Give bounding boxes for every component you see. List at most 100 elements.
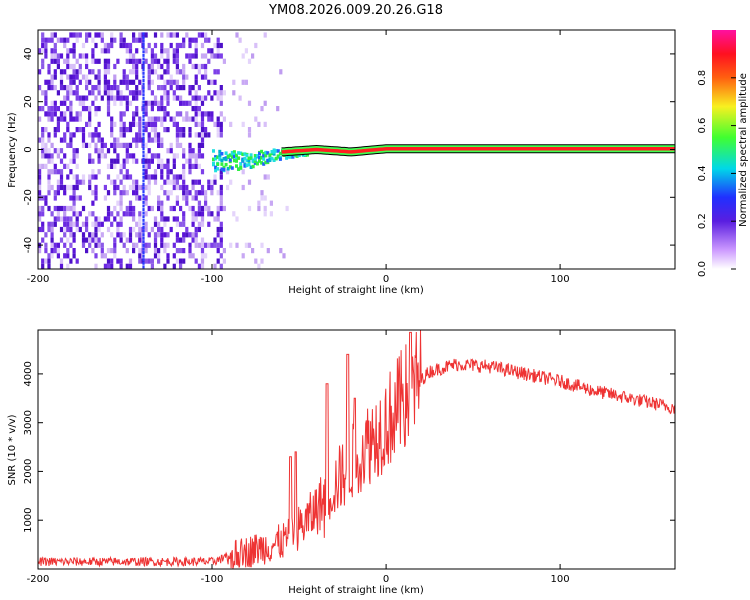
spectrogram-ridge-cell bbox=[278, 157, 282, 161]
spectrogram-cell bbox=[103, 58, 107, 64]
spectrogram-cell bbox=[166, 148, 170, 154]
spectrogram-cell bbox=[173, 269, 176, 274]
spectrogram-cell bbox=[232, 90, 236, 96]
spectrogram-cell bbox=[50, 100, 54, 106]
spectrogram-cell bbox=[163, 116, 167, 122]
spectrogram-cell bbox=[188, 90, 192, 96]
spectrogram-cell bbox=[113, 179, 117, 185]
spectrogram-cell bbox=[125, 190, 129, 196]
spectrogram-cell bbox=[66, 226, 70, 233]
spectrogram-cell bbox=[85, 121, 89, 127]
spectrogram-cell bbox=[69, 100, 73, 106]
spectrogram-cell bbox=[216, 248, 220, 254]
spectrogram-ridge-cell bbox=[249, 156, 253, 160]
spectrogram-cell bbox=[94, 106, 98, 112]
spectrogram-cell bbox=[75, 258, 79, 264]
spectrogram-cell bbox=[166, 253, 170, 259]
spectrogram-cell bbox=[160, 42, 164, 49]
spectrogram-cell bbox=[142, 200, 145, 204]
spectrogram-cell bbox=[153, 248, 158, 254]
spectrogram-cell bbox=[85, 85, 89, 91]
spectrogram-cell bbox=[94, 142, 98, 148]
spectrogram-cell bbox=[244, 79, 248, 85]
spectrogram-cell bbox=[106, 42, 111, 49]
spectrogram-cell bbox=[160, 237, 164, 243]
spectrogram-cell bbox=[122, 74, 126, 80]
spectrogram-cell bbox=[197, 32, 201, 38]
spectrogram-cell bbox=[100, 32, 104, 38]
spectrogram-cell bbox=[144, 127, 148, 133]
spectrogram-cell bbox=[132, 121, 136, 127]
spectrogram-cell bbox=[163, 48, 167, 54]
spectrogram-cell bbox=[194, 111, 198, 117]
spectrogram-cell bbox=[160, 95, 164, 101]
spectrogram-cell bbox=[91, 37, 95, 43]
spectrogram-cell bbox=[66, 53, 70, 59]
spectrogram-cell bbox=[138, 58, 142, 64]
spectrogram-cell bbox=[72, 48, 76, 54]
spectrogram-cell bbox=[50, 153, 54, 159]
spectrogram-cell bbox=[147, 132, 151, 138]
spectrogram-cell bbox=[56, 242, 60, 248]
spectrogram-cell bbox=[197, 95, 201, 101]
spectrogram-cell bbox=[53, 132, 57, 138]
spectrogram-cell bbox=[41, 127, 45, 133]
spectrogram-cell bbox=[150, 263, 154, 269]
spectrogram-cell bbox=[38, 137, 42, 143]
spectrogram-cell bbox=[75, 85, 79, 91]
spectrogram-cell bbox=[244, 48, 248, 54]
spectrogram-cell bbox=[47, 205, 51, 212]
spectrogram-cell bbox=[85, 142, 89, 148]
spectrogram-cell bbox=[100, 148, 104, 154]
spectrogram-cell bbox=[85, 79, 89, 85]
spectrogram-cell bbox=[53, 58, 57, 64]
spectrogram-cell bbox=[182, 37, 186, 43]
spectrogram-cell bbox=[41, 32, 45, 38]
spectrogram-cell bbox=[100, 95, 104, 101]
spectrogram-cell bbox=[113, 248, 117, 254]
spectrogram-cell bbox=[122, 95, 126, 101]
spectrogram-cell bbox=[63, 211, 67, 217]
spectrogram-cell bbox=[175, 127, 179, 133]
colorbar-tick-label: 0.4 bbox=[697, 165, 708, 181]
spectrogram-cell bbox=[135, 142, 139, 148]
spectrogram-cell bbox=[142, 143, 145, 147]
spectrogram-cell bbox=[94, 127, 98, 133]
spectrogram-cell bbox=[41, 195, 45, 201]
spectrogram-cell bbox=[122, 79, 126, 85]
spectrogram-cell bbox=[116, 184, 120, 191]
spectrogram-cell bbox=[216, 226, 220, 233]
spectrogram-cell bbox=[78, 95, 82, 101]
spectrogram-cell bbox=[147, 163, 151, 169]
spectrogram-cell bbox=[138, 232, 142, 238]
spectrogram-cell bbox=[197, 63, 201, 70]
spectrogram-cell bbox=[172, 242, 176, 248]
spectrogram-cell bbox=[194, 53, 198, 59]
spectrogram-cell bbox=[128, 153, 133, 159]
spectrogram-cell bbox=[197, 69, 201, 75]
spectrogram-cell bbox=[182, 74, 186, 80]
spectrogram-cell bbox=[160, 100, 164, 106]
spectrogram-cell bbox=[260, 242, 264, 248]
spectrogram-cell bbox=[142, 190, 145, 194]
spectrogram-cell bbox=[175, 79, 179, 85]
spectrogram-cell bbox=[142, 154, 145, 158]
spectrogram-cell bbox=[132, 32, 136, 38]
spectrogram-cell bbox=[142, 107, 145, 111]
spectrogram-cell bbox=[147, 242, 151, 248]
y-tick-label: -40 bbox=[23, 237, 34, 253]
spectrogram-cell bbox=[147, 42, 151, 49]
spectrogram-cell bbox=[44, 48, 48, 54]
spectrogram-cell bbox=[72, 200, 76, 206]
spectrogram-ridge-cell bbox=[228, 165, 232, 169]
spectrogram-cell bbox=[160, 269, 163, 274]
spectrogram-cell bbox=[47, 132, 51, 138]
spectrogram-cell bbox=[88, 106, 92, 112]
spectrogram-cell bbox=[210, 48, 214, 54]
spectrogram-cell bbox=[191, 216, 195, 222]
colorbar-tick-label: 0.6 bbox=[697, 118, 708, 134]
spectrogram-cell bbox=[113, 79, 117, 85]
spectrogram-cell bbox=[151, 269, 154, 274]
spectrogram-cell bbox=[132, 226, 136, 233]
